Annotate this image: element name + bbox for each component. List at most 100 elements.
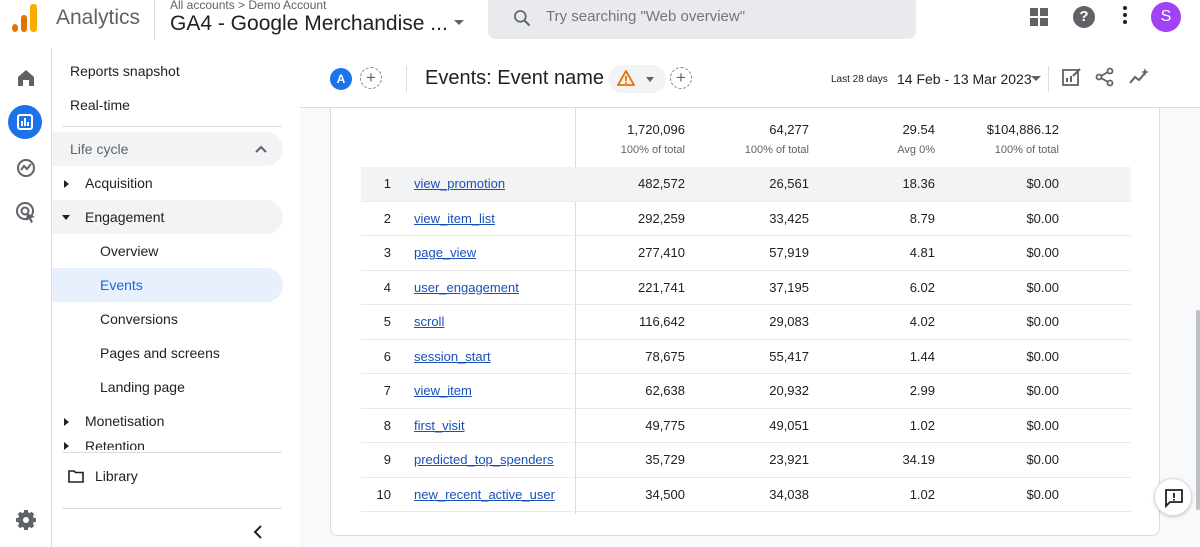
event-count: 277,410 [638, 245, 685, 260]
scrollbar[interactable] [1196, 310, 1200, 510]
folder-icon [68, 470, 84, 483]
expand-arrow-icon [64, 442, 69, 450]
share-icon[interactable] [1094, 66, 1116, 88]
column-divider [575, 108, 576, 514]
row-index: 9 [383, 452, 391, 467]
event-name-link[interactable]: view_item_list [414, 210, 495, 226]
add-filter-icon[interactable]: + [670, 67, 692, 89]
event-name-link[interactable]: new_recent_active_user [414, 486, 555, 502]
sidebar-item-reports-snapshot[interactable]: Reports snapshot [70, 63, 180, 79]
table-row: 8 first_visit 49,775 49,051 1.02 $0.00 [361, 409, 1131, 443]
feedback-button[interactable] [1154, 478, 1192, 516]
events-table: 1,720,096 100% of total 64,277 100% of t… [330, 108, 1160, 536]
apps-icon[interactable] [1030, 8, 1048, 26]
events-per-user: 6.02 [909, 279, 935, 295]
event-count: 78,675 [645, 348, 685, 364]
chevron-down-icon[interactable] [1031, 76, 1041, 81]
total-revenue: $0.00 [1026, 314, 1059, 329]
sidebar-section-life-cycle[interactable]: Life cycle [52, 132, 283, 166]
search-input[interactable] [546, 8, 886, 25]
item-label: Retention [85, 438, 145, 450]
row-index: 10 [376, 486, 391, 502]
events-per-user: 1.44 [909, 348, 935, 364]
event-count: 62,638 [645, 383, 685, 398]
analytics-logo-icon[interactable] [12, 4, 38, 32]
table-row: 5 scroll 116,642 29,083 4.02 $0.00 [361, 305, 1131, 340]
event-name-link[interactable]: user_engagement [414, 279, 519, 295]
data-quality-chip[interactable] [608, 65, 666, 93]
sidebar-item-pages-and-screens[interactable]: Pages and screens [100, 345, 220, 361]
help-icon[interactable]: ? [1073, 6, 1095, 28]
event-count: 49,775 [645, 417, 685, 433]
nav-rail [0, 48, 52, 547]
sidebar-item-real-time[interactable]: Real-time [70, 97, 130, 113]
report-header: A + Events: Event name + Last 28 days 14… [300, 48, 1200, 108]
total-value: 29.54 [902, 122, 935, 137]
total-revenue: $0.00 [1026, 210, 1059, 226]
chevron-down-icon[interactable] [454, 20, 464, 25]
app-name: Analytics [56, 6, 141, 29]
event-count: 292,259 [638, 210, 685, 226]
total-users: 20,932 [769, 383, 809, 398]
event-count: 34,500 [645, 486, 685, 502]
event-name-link[interactable]: view_promotion [414, 176, 506, 191]
sidebar-item-landing-page[interactable]: Landing page [100, 379, 185, 395]
item-label: Acquisition [85, 175, 153, 191]
sidebar-item-monetisation[interactable]: Monetisation [52, 404, 283, 438]
events-per-user: 1.02 [909, 486, 935, 502]
feedback-icon [1165, 489, 1183, 508]
event-count: 116,642 [638, 314, 685, 329]
add-comparison-icon[interactable]: + [360, 67, 382, 89]
chevron-up-icon[interactable] [255, 144, 267, 154]
settings-icon[interactable] [10, 504, 42, 536]
sidebar-item-acquisition[interactable]: Acquisition [52, 166, 283, 200]
sidebar-item-engagement[interactable]: Engagement [52, 200, 283, 234]
explore-icon[interactable] [10, 152, 42, 184]
total-subtext: Avg 0% [897, 144, 935, 156]
event-name-link[interactable]: session_start [414, 348, 491, 364]
event-name-link[interactable]: predicted_top_spenders [414, 452, 554, 467]
sidebar-item-conversions[interactable]: Conversions [100, 311, 178, 327]
event-name-link[interactable]: first_visit [414, 417, 465, 433]
total-revenue: $0.00 [1026, 245, 1059, 260]
home-icon[interactable] [10, 62, 42, 94]
date-preset-label[interactable]: Last 28 days [831, 74, 888, 85]
sidebar-item-library[interactable]: Library [52, 459, 283, 493]
search-icon [514, 10, 531, 27]
comparison-segment-badge[interactable]: A [330, 68, 352, 90]
row-index: 5 [383, 314, 391, 329]
more-vert-icon[interactable] [1122, 6, 1128, 27]
event-count: 482,572 [638, 176, 685, 191]
chevron-left-icon[interactable] [252, 524, 264, 540]
event-name-link[interactable]: view_item [414, 383, 472, 398]
event-name-link[interactable]: page_view [414, 245, 477, 260]
total-users: 37,195 [769, 279, 809, 295]
date-range-picker[interactable]: 14 Feb - 13 Mar 2023 [897, 71, 1032, 87]
warning-icon [617, 70, 635, 86]
row-index: 8 [383, 417, 391, 433]
advertising-icon[interactable] [10, 196, 42, 228]
property-selector[interactable]: GA4 - Google Merchandise ... [170, 12, 448, 35]
search-bar[interactable] [488, 0, 916, 39]
expand-arrow-icon [64, 418, 69, 426]
sidebar-item-events[interactable]: Events [52, 268, 283, 302]
customize-report-icon[interactable] [1060, 66, 1082, 88]
insights-icon[interactable] [1128, 66, 1150, 88]
total-revenue: $0.00 [1026, 486, 1059, 502]
divider [1048, 66, 1049, 92]
avatar[interactable]: S [1151, 2, 1181, 32]
events-per-user: 8.79 [909, 210, 935, 226]
reports-icon[interactable] [8, 105, 42, 139]
row-index: 4 [383, 279, 391, 295]
row-index: 2 [383, 210, 391, 226]
collapse-arrow-icon [62, 215, 70, 220]
sidebar-item-overview[interactable]: Overview [100, 243, 159, 259]
sidebar: Reports snapshot Real-time Life cycle Ac… [52, 48, 300, 547]
sidebar-item-retention[interactable]: Retention [52, 436, 283, 450]
event-name-link[interactable]: scroll [414, 314, 445, 329]
table-row: 6 session_start 78,675 55,417 1.44 $0.00 [361, 340, 1131, 374]
events-per-user: 4.02 [909, 314, 935, 329]
section-label: Life cycle [70, 141, 129, 157]
total-revenue: $104,886.12 100% of total [945, 122, 1059, 156]
account-breadcrumb[interactable]: All accounts > Demo Account [170, 0, 327, 12]
